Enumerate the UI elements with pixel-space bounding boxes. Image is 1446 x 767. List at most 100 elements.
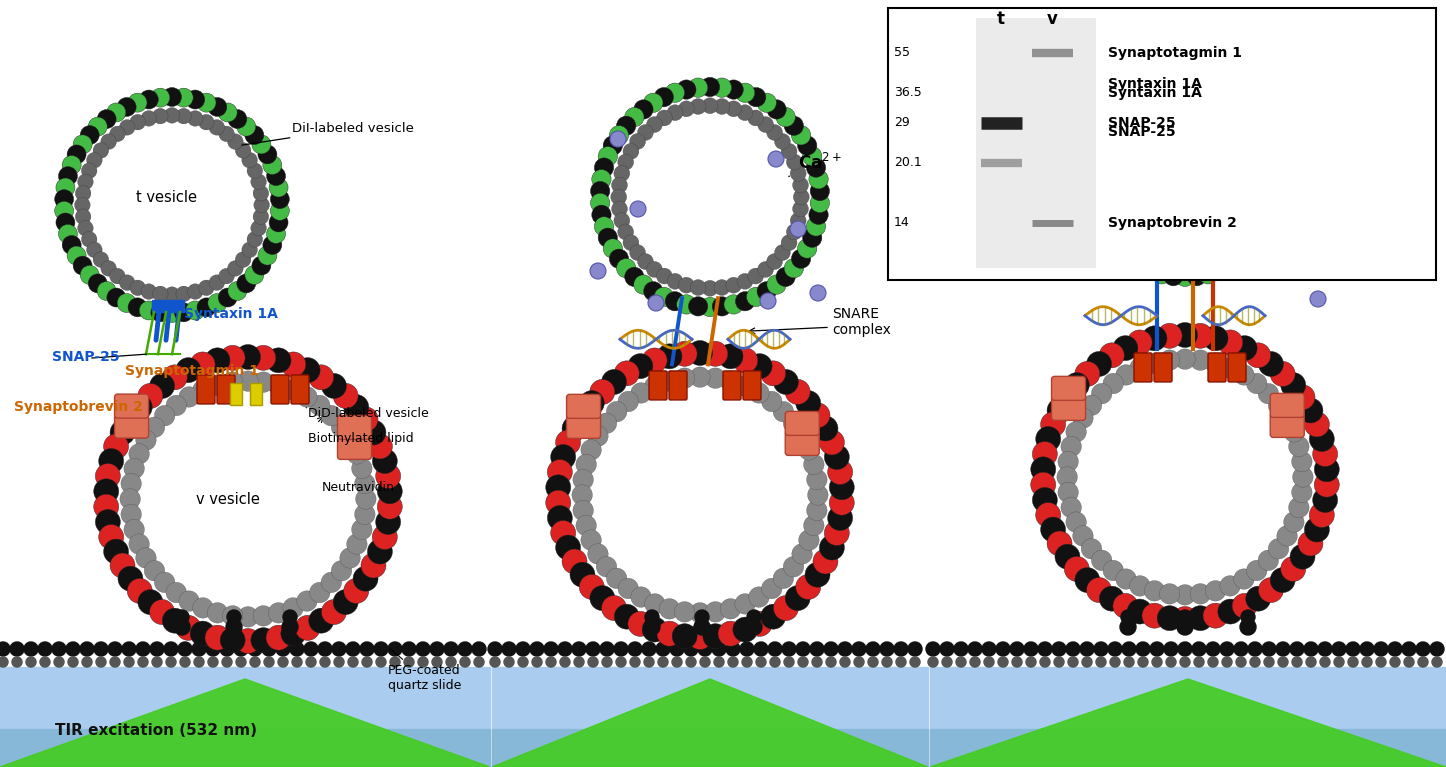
Circle shape — [149, 374, 175, 398]
Circle shape — [1086, 351, 1112, 377]
Circle shape — [516, 642, 531, 656]
Circle shape — [129, 443, 149, 464]
Circle shape — [1313, 488, 1338, 512]
Circle shape — [252, 135, 270, 154]
Circle shape — [276, 642, 291, 656]
Circle shape — [205, 625, 230, 650]
Circle shape — [698, 642, 711, 656]
Circle shape — [645, 610, 659, 624]
Text: Synaptobrevin 2: Synaptobrevin 2 — [1108, 216, 1236, 230]
Circle shape — [1241, 619, 1257, 635]
Circle shape — [266, 166, 285, 186]
Circle shape — [1390, 657, 1400, 667]
Circle shape — [1192, 642, 1206, 656]
Circle shape — [150, 303, 169, 322]
Circle shape — [1232, 594, 1257, 618]
Circle shape — [1141, 58, 1160, 76]
Circle shape — [1268, 538, 1288, 559]
Circle shape — [798, 239, 817, 258]
Circle shape — [807, 469, 827, 490]
Circle shape — [775, 245, 791, 261]
FancyBboxPatch shape — [1207, 353, 1226, 382]
Text: Biotinylated lipid: Biotinylated lipid — [308, 432, 414, 445]
Circle shape — [610, 189, 626, 205]
Circle shape — [1220, 576, 1241, 596]
Circle shape — [142, 284, 156, 299]
Circle shape — [1203, 603, 1228, 628]
Circle shape — [67, 145, 87, 164]
Circle shape — [178, 642, 192, 656]
Text: DiD-labeled vesicle: DiD-labeled vesicle — [308, 407, 429, 420]
Circle shape — [1058, 482, 1079, 502]
Circle shape — [602, 595, 626, 621]
Circle shape — [346, 642, 360, 656]
Circle shape — [1121, 610, 1135, 624]
Circle shape — [1089, 173, 1103, 189]
Circle shape — [1231, 252, 1251, 271]
Circle shape — [617, 578, 639, 599]
Circle shape — [1265, 220, 1284, 239]
Circle shape — [596, 557, 617, 577]
Circle shape — [774, 370, 798, 394]
Circle shape — [97, 281, 116, 301]
Circle shape — [1121, 619, 1137, 635]
Circle shape — [804, 454, 824, 475]
Circle shape — [1241, 610, 1255, 624]
Circle shape — [1203, 326, 1228, 351]
Circle shape — [88, 274, 107, 293]
Circle shape — [600, 642, 615, 656]
Circle shape — [688, 297, 707, 316]
Circle shape — [766, 100, 787, 119]
Circle shape — [748, 354, 772, 379]
Circle shape — [560, 657, 570, 667]
Circle shape — [599, 228, 617, 248]
Bar — [250, 384, 262, 405]
Circle shape — [1080, 251, 1096, 267]
Text: SNARE
complex: SNARE complex — [831, 307, 891, 337]
Circle shape — [1210, 58, 1229, 76]
Circle shape — [78, 174, 93, 189]
Circle shape — [197, 298, 215, 317]
Circle shape — [1258, 384, 1278, 404]
Circle shape — [897, 657, 907, 667]
Circle shape — [223, 372, 243, 393]
Circle shape — [1132, 239, 1148, 255]
Circle shape — [308, 365, 334, 390]
Circle shape — [594, 158, 613, 177]
Circle shape — [545, 475, 571, 500]
Circle shape — [10, 642, 25, 656]
Circle shape — [1106, 91, 1264, 248]
Circle shape — [291, 642, 304, 656]
Circle shape — [798, 530, 818, 551]
Circle shape — [74, 256, 93, 275]
Circle shape — [295, 615, 320, 640]
Circle shape — [1419, 657, 1429, 667]
Circle shape — [269, 603, 289, 623]
Circle shape — [690, 98, 706, 114]
Circle shape — [179, 387, 200, 407]
Circle shape — [1236, 657, 1246, 667]
Circle shape — [768, 642, 782, 656]
Circle shape — [1361, 642, 1374, 656]
Circle shape — [0, 642, 10, 656]
Circle shape — [54, 657, 64, 667]
Circle shape — [1249, 657, 1259, 667]
Circle shape — [80, 126, 100, 145]
Circle shape — [333, 590, 359, 614]
Circle shape — [266, 625, 291, 650]
Circle shape — [787, 154, 803, 170]
Circle shape — [1119, 67, 1139, 86]
Circle shape — [882, 657, 892, 667]
Circle shape — [706, 368, 726, 388]
Circle shape — [236, 143, 252, 158]
Circle shape — [117, 294, 136, 312]
Circle shape — [855, 657, 865, 667]
Circle shape — [1249, 81, 1268, 100]
Circle shape — [830, 475, 855, 500]
Circle shape — [1212, 244, 1228, 259]
Circle shape — [1271, 210, 1290, 229]
Circle shape — [700, 657, 710, 667]
Circle shape — [646, 262, 662, 278]
Circle shape — [672, 657, 683, 667]
Circle shape — [354, 504, 375, 525]
